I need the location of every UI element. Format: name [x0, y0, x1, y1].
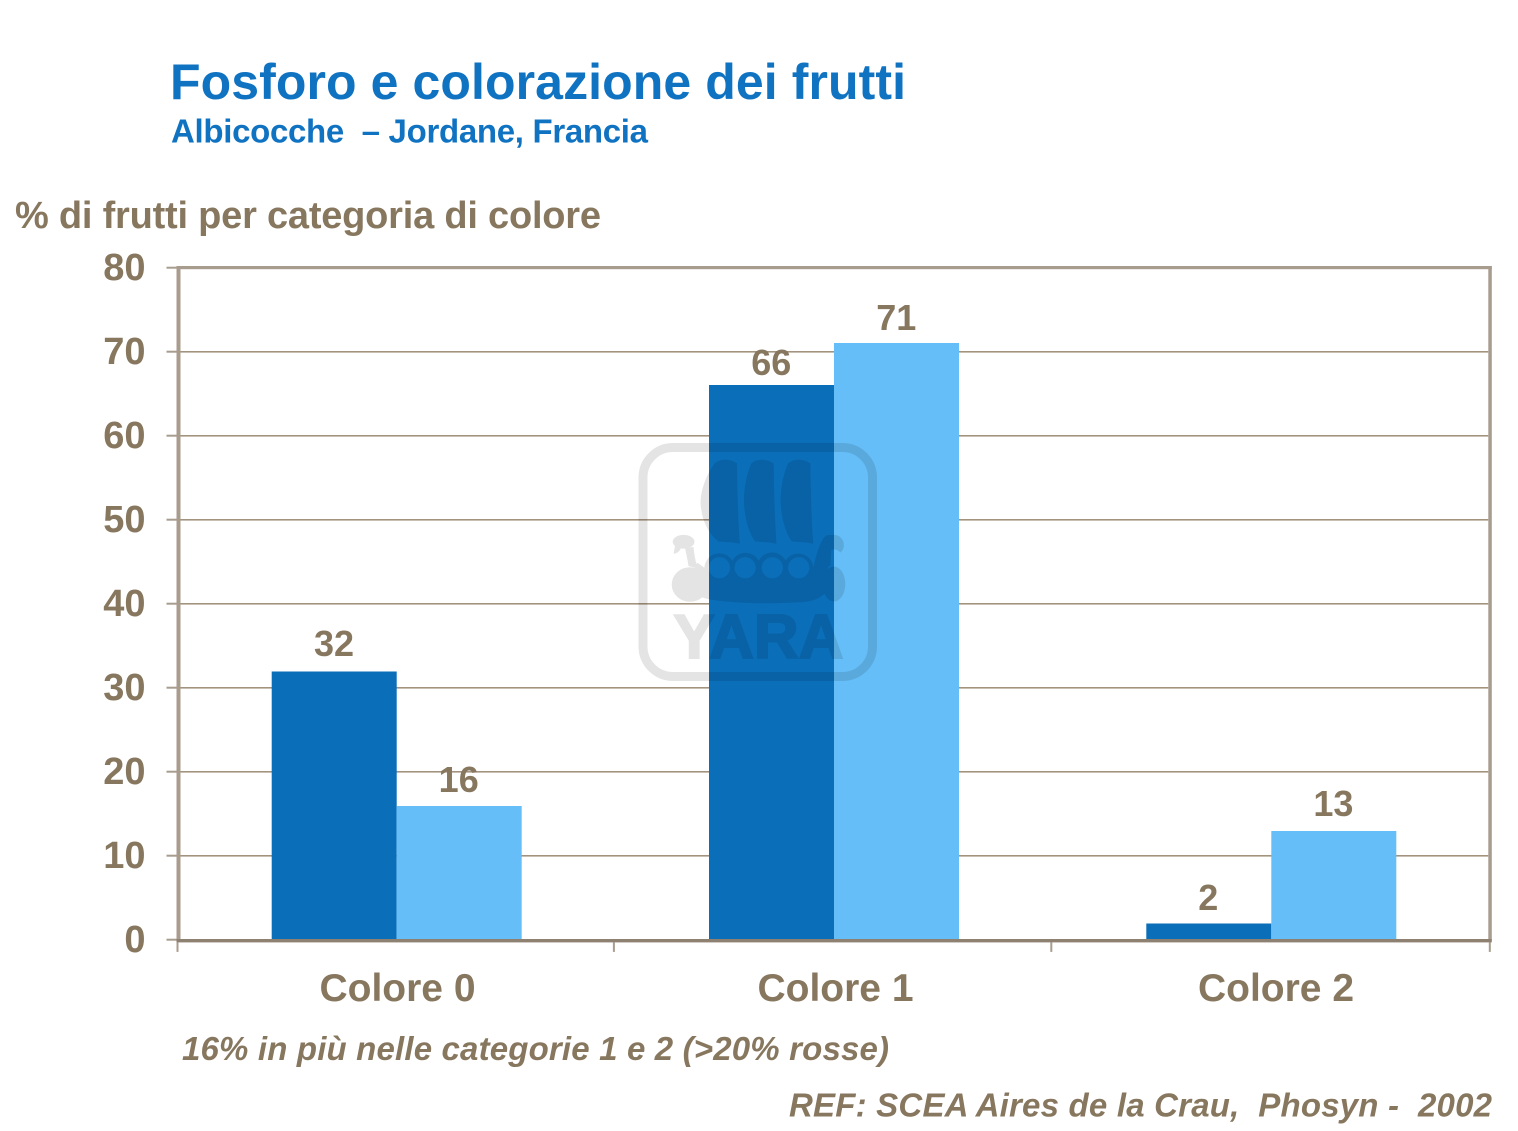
svg-text:Fosforo e colorazione dei frut: Fosforo e colorazione dei frutti [170, 54, 906, 110]
svg-text:REF: SCEA Aires de la Crau, P: REF: SCEA Aires de la Crau, Phosyn - 200… [789, 1087, 1493, 1124]
svg-text:50: 50 [103, 499, 145, 541]
svg-text:60: 60 [103, 415, 145, 457]
svg-text:20: 20 [103, 751, 145, 793]
svg-text:16% in più nelle categorie 1 e: 16% in più nelle categorie 1 e 2 (>20% r… [182, 1030, 889, 1067]
svg-text:YARA: YARA [674, 603, 844, 672]
svg-text:71: 71 [876, 297, 916, 338]
svg-text:13: 13 [1313, 783, 1353, 824]
svg-text:Colore 1: Colore 1 [757, 967, 913, 1010]
svg-text:2: 2 [1198, 877, 1218, 918]
svg-text:80: 80 [103, 247, 145, 289]
svg-text:Colore 0: Colore 0 [319, 967, 475, 1010]
svg-text:% di frutti per categoria di c: % di frutti per categoria di colore [15, 195, 601, 237]
svg-text:40: 40 [103, 583, 145, 625]
svg-text:30: 30 [103, 667, 145, 709]
svg-text:16: 16 [439, 759, 479, 800]
svg-text:32: 32 [314, 623, 354, 664]
svg-text:66: 66 [751, 342, 791, 383]
svg-text:Albicocche – Jordane, Francia: Albicocche – Jordane, Francia [171, 113, 649, 150]
svg-text:10: 10 [103, 835, 145, 877]
svg-text:Colore 2: Colore 2 [1198, 967, 1354, 1010]
svg-text:0: 0 [124, 919, 145, 961]
svg-text:70: 70 [103, 331, 145, 373]
